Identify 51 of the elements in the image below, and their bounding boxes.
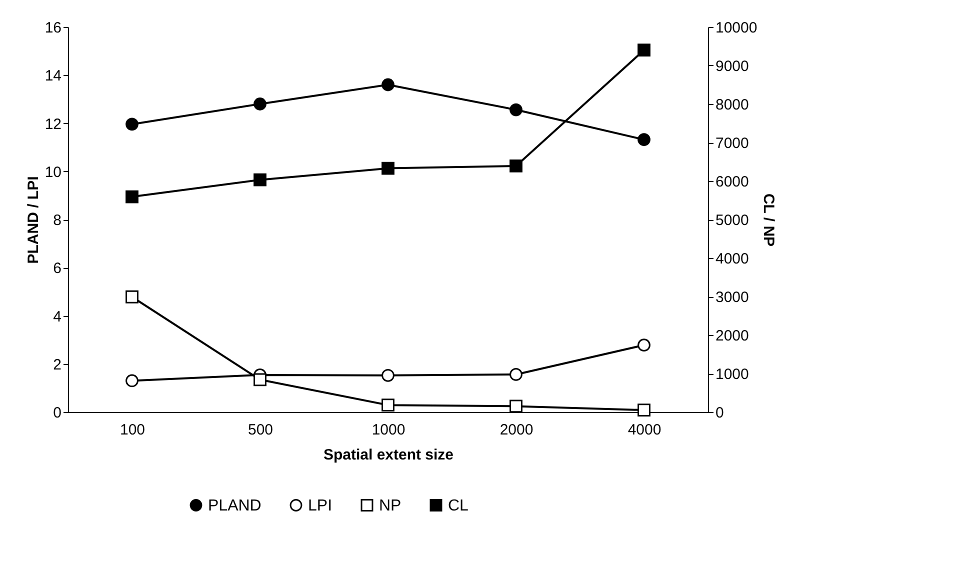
y-tick-label: 16: [44, 20, 62, 36]
x-tick-label: 100: [120, 422, 146, 438]
point: [510, 103, 522, 116]
y2-tick-label: 9000: [716, 58, 749, 75]
y-tick-label: 4: [53, 308, 62, 326]
y2-tick-label: 0: [716, 404, 724, 422]
y2-tick-label: 6000: [716, 174, 749, 190]
y-tick-label: 14: [44, 68, 62, 85]
y-tick-label: 8: [53, 212, 62, 229]
y2-tick-label: 3000: [716, 289, 749, 306]
point: [126, 374, 138, 388]
y-tick-label: 10: [44, 164, 62, 181]
y2-tick-label: 10000: [716, 20, 758, 36]
legend-label: LPI: [308, 497, 332, 514]
y-tick-label: 2: [53, 356, 62, 374]
y-tick-label: 0: [53, 404, 62, 422]
point: [254, 98, 266, 110]
y2-axis-title: CL / NP: [760, 193, 778, 247]
y2-tick-label: 5000: [716, 212, 749, 229]
x-tick-label: 500: [248, 422, 274, 438]
x-tick-label: 1000: [372, 422, 406, 438]
y-tick-label: 6: [53, 260, 62, 278]
point: [510, 160, 522, 172]
point: [510, 368, 522, 381]
point: [510, 400, 522, 413]
y2-tick-label: 1000: [716, 366, 749, 383]
y-axis-title: PLAND / LPI: [24, 176, 42, 264]
legend-label: NP: [379, 497, 402, 514]
point: [638, 404, 650, 417]
y-tick-label: 12: [44, 116, 62, 133]
y2-tick-label: 2000: [716, 328, 749, 344]
point: [638, 338, 650, 352]
point: [382, 78, 394, 92]
x-tick-label: 2000: [500, 422, 534, 438]
point: [126, 190, 138, 204]
point: [382, 368, 394, 382]
point: [254, 373, 266, 386]
point: [382, 398, 394, 412]
legend-label: CL: [448, 497, 469, 514]
point: [382, 162, 394, 175]
legend-label: PLAND: [208, 497, 262, 514]
point: [638, 44, 650, 57]
y2-tick-label: 8000: [716, 96, 749, 114]
point: [126, 290, 138, 304]
y2-tick-label: 4000: [716, 250, 749, 268]
y2-tick-label: 7000: [716, 135, 749, 152]
x-tick-label: 4000: [628, 422, 662, 438]
point: [638, 133, 650, 146]
x-axis-title: Spatial extent size: [323, 446, 454, 464]
point: [126, 118, 138, 131]
point: [254, 173, 266, 186]
